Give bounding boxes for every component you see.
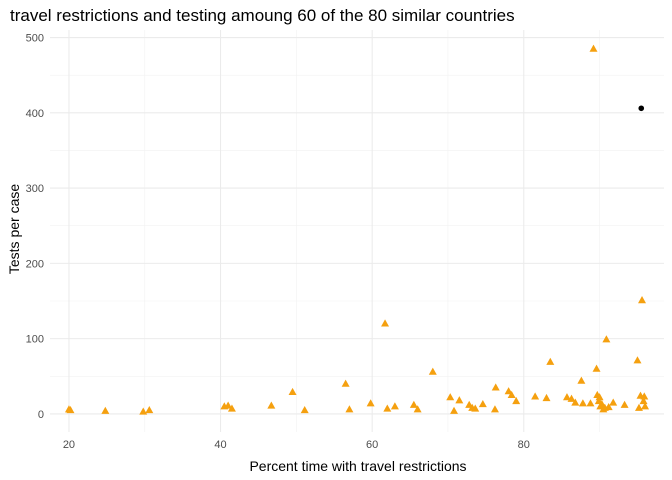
triangle-point: [478, 399, 487, 408]
triangle-point: [546, 357, 555, 365]
grid: [50, 30, 664, 432]
triangle-point: [602, 335, 611, 343]
triangle-point: [224, 401, 233, 409]
triangle-point: [604, 402, 613, 411]
y-tick-label: 300: [26, 183, 44, 195]
triangle-point: [504, 387, 513, 395]
triangle-point: [145, 405, 154, 414]
triangle-point: [491, 383, 500, 391]
triangle-point: [267, 401, 276, 409]
triangle-point: [490, 405, 499, 413]
triangle-point: [288, 387, 297, 396]
triangle-point: [639, 396, 648, 405]
axis-ticks: 20 40 60 80 0 100 200 300 400 500: [26, 33, 530, 451]
triangle-point: [450, 406, 459, 414]
triangle-point: [390, 402, 399, 410]
y-tick-label: 400: [26, 108, 44, 120]
triangle-point: [409, 400, 418, 408]
triangle-point: [589, 44, 598, 52]
triangle-point: [638, 296, 647, 304]
triangle-point: [634, 403, 643, 411]
triangle-point: [512, 396, 521, 405]
triangle-point: [640, 392, 649, 400]
triangle-point: [366, 399, 375, 407]
triangle-point: [567, 394, 576, 402]
triangle-point: [66, 405, 75, 414]
triangle-point: [507, 390, 516, 399]
triangle-point: [101, 406, 110, 414]
triangle-point: [446, 393, 455, 401]
y-axis-title: Tests per case: [6, 184, 22, 274]
triangle-point: [139, 407, 148, 415]
circle-point: [638, 105, 645, 112]
x-axis-title: Percent time with travel restrictions: [249, 458, 466, 474]
triangle-point: [428, 367, 437, 375]
triangle-point: [641, 402, 650, 410]
triangle-point: [609, 398, 618, 406]
triangle-point: [531, 392, 540, 400]
y-tick-label: 200: [26, 258, 44, 270]
triangle-point: [341, 379, 350, 387]
triangle-point: [595, 393, 604, 401]
triangle-point: [227, 404, 236, 412]
triangle-point: [586, 399, 595, 407]
triangle-point: [413, 405, 422, 413]
x-tick-label: 40: [214, 439, 226, 451]
chart-title: travel restrictions and testing amoung 6…: [10, 6, 515, 25]
triangle-point: [597, 399, 606, 408]
triangle-point: [381, 319, 390, 327]
triangle-point: [571, 398, 580, 406]
triangle-point: [620, 400, 629, 408]
triangle-point: [300, 405, 309, 414]
x-tick-label: 80: [518, 439, 530, 451]
triangle-point: [592, 364, 601, 372]
triangle-point: [471, 404, 480, 412]
triangle-point: [455, 396, 464, 404]
y-tick-label: 0: [38, 409, 44, 421]
triangle-point: [578, 399, 587, 407]
x-tick-label: 60: [366, 439, 378, 451]
y-tick-label: 500: [26, 33, 44, 45]
triangle-point: [562, 393, 571, 401]
data-points: [64, 44, 650, 415]
triangle-point: [383, 404, 392, 412]
triangle-point: [542, 393, 551, 402]
triangle-point: [633, 356, 642, 364]
y-tick-label: 100: [26, 334, 44, 346]
triangle-point: [345, 405, 354, 413]
triangle-point: [577, 376, 586, 384]
x-tick-label: 20: [63, 439, 75, 451]
